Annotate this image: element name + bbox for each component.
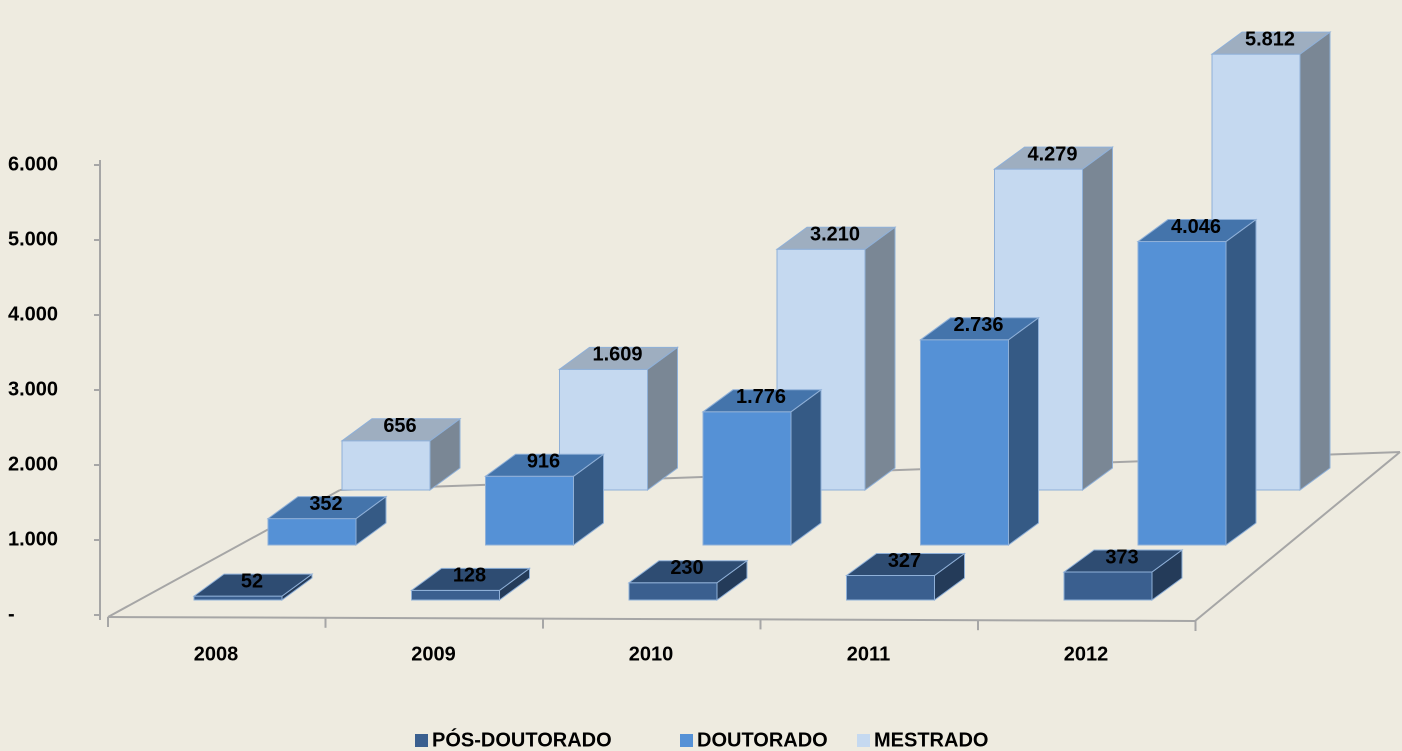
bar-top [844,552,967,576]
bar-front [485,475,574,546]
bar-front [411,589,500,601]
value-label: 1.609 [592,344,642,366]
bar-front [846,574,935,601]
bar-front [267,518,357,546]
value-label: 5.812 [1245,28,1295,50]
bar-front [341,440,431,491]
bar-top [340,418,462,442]
x-tick-label: 2010 [629,643,674,665]
value-label: 52 [241,570,263,592]
value-label: 1.776 [736,386,786,408]
bar-top [775,226,897,250]
bar-side [790,388,822,546]
bar-front [628,582,718,601]
bar-front [920,339,1009,546]
value-label: 128 [453,565,486,587]
bar-top [701,389,823,413]
value-label: 4.046 [1171,216,1221,238]
bar-top [409,567,532,591]
y-tick-label: - [8,603,15,625]
bar-top [1210,31,1332,55]
legend-swatch [857,734,870,747]
legend-swatch [680,734,693,747]
y-tick-label: 6.000 [8,153,58,175]
y-tick-label: 5.000 [8,228,58,250]
bar-top [627,560,749,584]
bar-side [864,226,896,491]
y-tick-label: 3.000 [8,378,58,400]
bar-side [1299,31,1331,491]
value-label: 230 [670,557,703,579]
value-label: 352 [309,493,342,515]
value-label: 3.210 [810,224,860,246]
x-tick-label: 2011 [847,643,890,665]
legend-label: PÓS-DOUTORADO [432,727,612,751]
bar-front [193,595,283,601]
floor-right-edge [1194,451,1401,622]
bar-top [192,573,314,597]
bar-top [266,496,388,520]
bar-top [557,346,680,370]
value-label: 327 [888,550,921,572]
bar-front [702,411,792,546]
legend-label: MESTRADO [874,729,988,751]
x-tick-label: 2012 [1064,643,1109,665]
bar-side [1008,316,1039,546]
y-tick-label: 1.000 [8,528,58,550]
bar-side [1082,146,1113,491]
x-tick-label: 2009 [411,643,456,665]
bar-side [1225,218,1257,546]
value-label: 373 [1105,546,1138,568]
bar-top [918,317,1041,341]
x-tick-label: 2008 [194,643,239,665]
value-label: 656 [383,415,416,437]
floor-front-edge [107,616,1196,622]
value-label: 4.279 [1027,143,1077,165]
legend-swatch [415,734,428,747]
legend-label: DOUTORADO [697,729,828,751]
value-label: 2.736 [953,314,1003,336]
bar-front [1137,241,1227,546]
y-tick-label: 2.000 [8,453,58,475]
bar-top [483,453,606,477]
y-tick-label: 4.000 [8,303,58,325]
bar-side [647,346,678,491]
bar-top [992,146,1115,170]
bar-top [1136,219,1258,243]
bar-front [1063,571,1153,601]
bar-top [1062,549,1184,573]
value-label: 916 [527,451,560,473]
